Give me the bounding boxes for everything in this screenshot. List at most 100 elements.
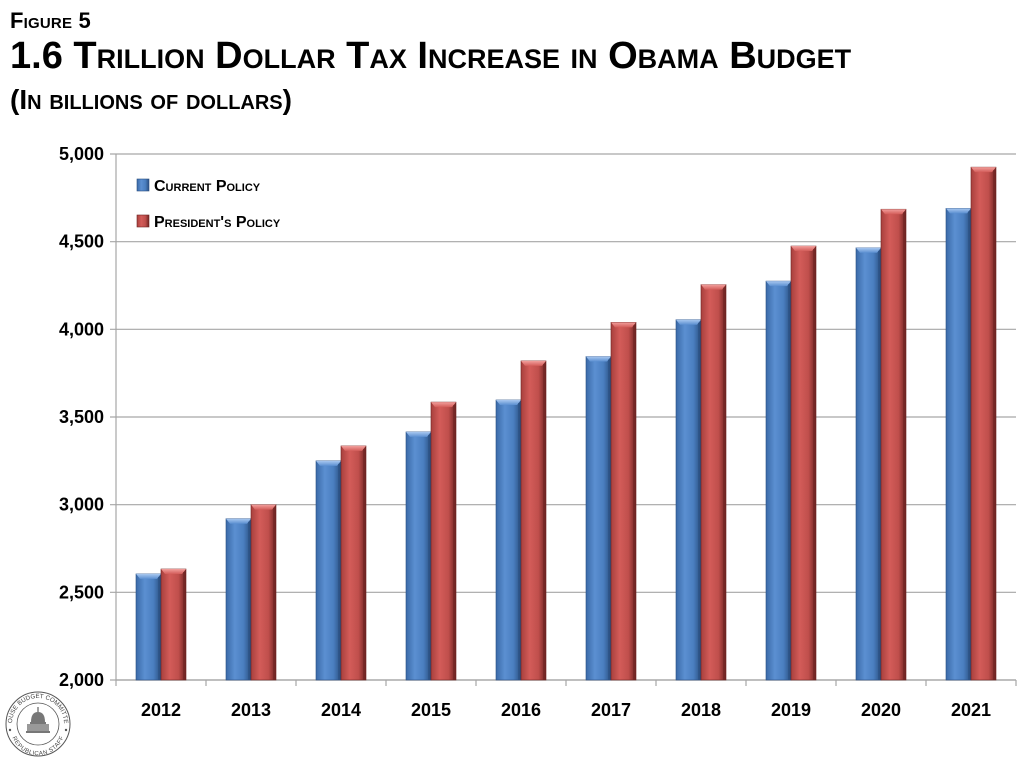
x-tick-label: 2021 [951, 700, 991, 720]
bar-current-policy-shadow [878, 250, 881, 680]
legend-swatch-presidents-policy [136, 214, 150, 228]
bar-presidents-policy-bevel [701, 284, 726, 290]
bar-presidents-policy [520, 360, 547, 681]
bar-current-policy [585, 356, 612, 681]
bar-presidents-policy-shadow [273, 507, 276, 680]
bar-current-policy-bevel [676, 319, 701, 325]
y-tick-label: 3,000 [59, 495, 104, 515]
bar-presidents-policy [340, 445, 367, 681]
bar-current-policy-bevel [406, 431, 431, 437]
bar-presidents-policy-body [700, 284, 727, 681]
bar-current-policy [135, 573, 162, 681]
legend: Current Policy President's Policy [136, 178, 281, 231]
bar-presidents-policy-bevel [521, 360, 546, 366]
x-tick-label: 2015 [411, 700, 451, 720]
y-tick-label: 2,500 [59, 582, 104, 602]
bar-current-policy-body [675, 319, 702, 681]
bar-presidents-policy-body [880, 208, 907, 681]
legend-label-presidents-policy: President's Policy [154, 214, 281, 231]
bar-presidents-policy [610, 322, 637, 681]
y-tick-label: 4,000 [59, 319, 104, 339]
bar-current-policy-bevel [136, 573, 161, 579]
bar-presidents-policy-shadow [183, 572, 186, 680]
x-tick-label: 2020 [861, 700, 901, 720]
legend-item-current-policy: Current Policy [136, 178, 261, 195]
x-tick-label: 2014 [321, 700, 361, 720]
bar-presidents-policy-bevel [431, 402, 456, 408]
bar-presidents-policy-body [520, 360, 547, 681]
bar-presidents-policy-shadow [723, 287, 726, 680]
tick-labels: 2,000 2,500 3,000 3,500 4,000 4,500 5,000 2012 2… [59, 144, 991, 720]
bar-presidents-policy-body [430, 401, 457, 681]
bar-current-policy-bevel [226, 518, 251, 524]
figure-label: Figure 5 [10, 8, 91, 33]
bar-presidents-policy-body [610, 322, 637, 681]
bar-current-policy-body [405, 431, 432, 681]
bar-presidents-policy-bevel [791, 246, 816, 252]
bar-presidents-policy-body [340, 445, 367, 681]
bar-presidents-policy-shadow [993, 170, 996, 680]
house-budget-committee-logo: HOUSE BUDGET COMMITTEE REPUBLICAN STAFF [4, 690, 71, 757]
bar-presidents-policy [880, 208, 907, 681]
bar-current-policy-shadow [518, 402, 521, 680]
bar-presidents-policy-body [790, 245, 817, 681]
capitol-dome-icon [26, 707, 50, 733]
bar-current-policy-shadow [428, 434, 431, 680]
bar-presidents-policy-shadow [813, 249, 816, 681]
bar-presidents-policy-shadow [453, 405, 456, 680]
bar-presidents-policy-shadow [543, 363, 546, 680]
bar-current-policy-body [495, 399, 522, 681]
bar-presidents-policy-bevel [251, 504, 276, 510]
bar-current-policy-shadow [248, 521, 251, 680]
bar-current-policy [855, 247, 882, 681]
bar-presidents-policy-shadow [903, 212, 906, 681]
bar-presidents-policy-bevel [611, 322, 636, 328]
bar-current-policy-bevel [496, 399, 521, 405]
legend-label-current-policy: Current Policy [154, 178, 261, 195]
bar-current-policy-body [585, 356, 612, 681]
bar-presidents-policy-body [250, 504, 277, 681]
legend-item-presidents-policy: President's Policy [136, 214, 281, 231]
x-tick-label: 2016 [501, 700, 541, 720]
bar-presidents-policy [970, 166, 997, 681]
bar-current-policy-shadow [608, 359, 611, 680]
bar-current-policy [405, 431, 432, 681]
bar-current-policy-bevel [316, 460, 341, 466]
bar-presidents-policy-shadow [633, 325, 636, 680]
bar-current-policy-body [945, 208, 972, 681]
bar-current-policy-body [135, 573, 162, 681]
x-tick-label: 2013 [231, 700, 271, 720]
y-tick-label: 3,500 [59, 407, 104, 427]
bar-current-policy-shadow [698, 322, 701, 680]
bar-presidents-policy [700, 284, 727, 681]
bar-current-policy-shadow [158, 576, 161, 680]
bar-presidents-policy-body [970, 166, 997, 681]
bar-presidents-policy [790, 245, 817, 681]
bar-current-policy-body [765, 280, 792, 681]
bar-presidents-policy-bevel [971, 167, 996, 173]
chart-subtitle: (In billions of dollars) [10, 84, 292, 115]
bar-current-policy-bevel [766, 281, 791, 287]
y-tick-label: 5,000 [59, 144, 104, 164]
bar-current-policy-shadow [788, 284, 791, 680]
x-tick-label: 2019 [771, 700, 811, 720]
bar-current-policy-shadow [338, 463, 341, 680]
bar-current-policy-bevel [856, 247, 881, 253]
bar-presidents-policy-shadow [363, 448, 366, 680]
chart-title: 1.6 Trillion Dollar Tax Increase in Obam… [10, 35, 852, 77]
bar-current-policy [675, 319, 702, 681]
y-tick-label: 4,500 [59, 232, 104, 252]
bar-presidents-policy [250, 504, 277, 681]
bar-presidents-policy-bevel [161, 569, 186, 575]
bar-presidents-policy-bevel [341, 445, 366, 451]
bar-presidents-policy [430, 401, 457, 681]
x-tick-label: 2018 [681, 700, 721, 720]
x-tick-label: 2012 [141, 700, 181, 720]
bar-current-policy [495, 399, 522, 681]
bar-current-policy-bevel [586, 356, 611, 362]
bars [135, 166, 997, 681]
bar-current-policy-bevel [946, 208, 971, 214]
bar-current-policy-shadow [968, 211, 971, 680]
bar-current-policy [765, 280, 792, 681]
